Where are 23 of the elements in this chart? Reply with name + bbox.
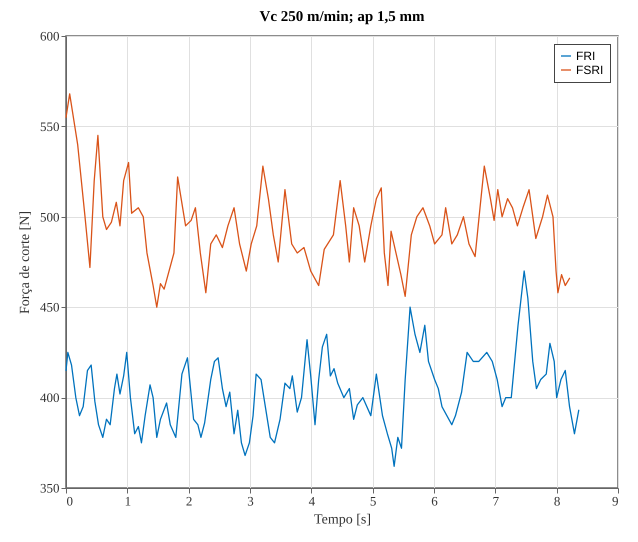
legend-label: FRI xyxy=(576,49,596,63)
legend-label: FSRI xyxy=(576,63,604,77)
x-tick-label: 7 xyxy=(492,494,500,508)
x-tick-label: 3 xyxy=(247,494,254,508)
y-tick-label: 350 xyxy=(40,480,60,496)
x-tick-label: 1 xyxy=(124,494,132,508)
x-tick-label: 2 xyxy=(186,494,192,508)
y-tick-label: 400 xyxy=(40,390,60,406)
y-tick-label: 450 xyxy=(40,300,60,315)
x-tick-label: 0 xyxy=(66,494,73,508)
y-tick-label: 500 xyxy=(40,209,60,224)
chart-title: Vc 250 m/min; ap 1,5 mm xyxy=(260,9,425,25)
x-tick-label: 4 xyxy=(308,494,316,508)
y-tick-label: 550 xyxy=(40,118,60,134)
x-tick-label: 8 xyxy=(554,494,560,508)
line-series xyxy=(65,93,570,308)
x-tick-label: 6 xyxy=(431,494,438,508)
y-tick-label: 600 xyxy=(40,28,60,44)
x-tick-label: 5 xyxy=(370,494,376,508)
x-axis-title: Tempo [s] xyxy=(314,512,371,528)
y-axis-title: Força de corte [N] xyxy=(18,210,33,314)
line-series xyxy=(65,270,580,467)
x-tick-label: 9 xyxy=(612,494,618,508)
